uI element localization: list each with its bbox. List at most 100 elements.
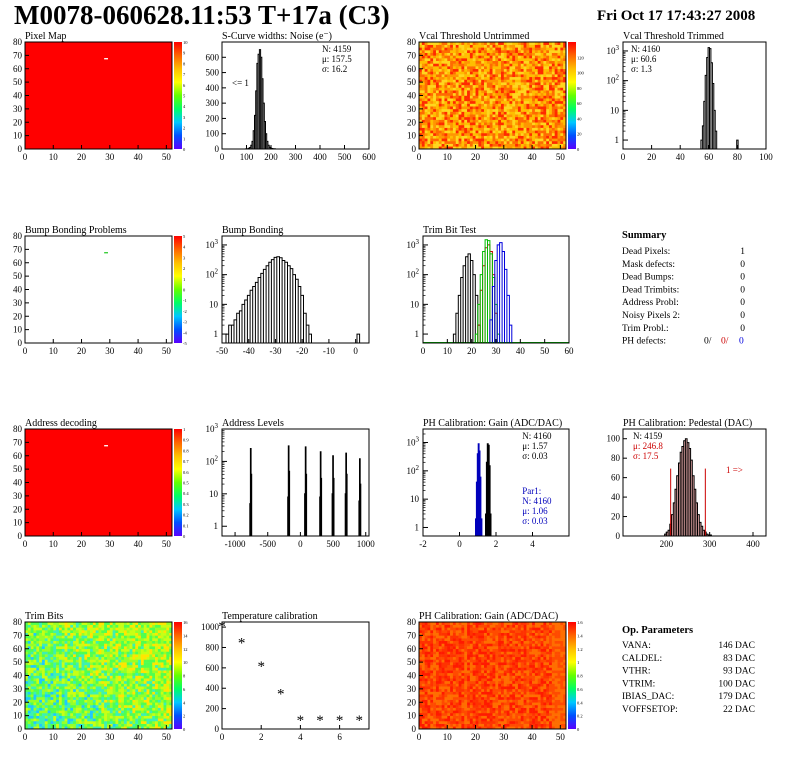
heatmap-cell xyxy=(438,111,442,115)
heatmap-cell xyxy=(56,640,60,644)
heatmap-cell xyxy=(447,71,451,75)
heatmap-cell xyxy=(81,664,85,668)
heatmap-cell xyxy=(98,664,102,668)
heatmap-cell xyxy=(427,702,431,706)
colorbar-tick-label: -2 xyxy=(183,309,187,314)
heatmap-cell xyxy=(557,44,561,48)
colorbar-tick-label: 12 xyxy=(183,647,188,652)
heatmap-cell xyxy=(506,140,510,144)
heatmap-cell xyxy=(70,662,74,666)
heatmap-cell xyxy=(486,79,490,83)
colorbar-tick-label: 0.9 xyxy=(183,438,189,443)
heatmap-cell xyxy=(166,694,170,698)
heatmap-cell xyxy=(39,667,43,671)
heatmap-cell xyxy=(146,640,150,644)
heatmap-cell xyxy=(529,146,533,150)
heatmap-cell xyxy=(563,60,567,64)
heatmap-cell xyxy=(421,58,425,62)
heatmap-cell xyxy=(486,98,490,102)
heatmap-cell xyxy=(506,108,510,112)
heatmap-cell xyxy=(478,55,482,59)
heatmap-cell xyxy=(70,696,74,700)
heatmap-cell xyxy=(47,656,51,660)
heatmap-cell xyxy=(106,686,111,690)
heatmap-cell xyxy=(121,656,125,660)
heatmap-cell xyxy=(523,135,527,139)
heatmap-cell xyxy=(41,635,46,639)
heatmap-cell xyxy=(498,60,502,64)
heatmap-cell xyxy=(498,42,502,45)
heatmap-cell xyxy=(419,640,423,644)
heatmap-cell xyxy=(70,659,74,663)
heatmap-cell xyxy=(419,664,423,668)
heatmap-cell xyxy=(109,632,113,636)
plot-area xyxy=(700,47,739,149)
heatmap-cell xyxy=(475,143,479,147)
heatmap-cell xyxy=(138,670,142,674)
heatmap-cell xyxy=(106,630,111,633)
heatmap-cell xyxy=(512,60,516,64)
heatmap-cell xyxy=(469,127,474,131)
heatmap-cell xyxy=(36,624,40,628)
heatmap-cell xyxy=(419,627,423,631)
heatmap-cell xyxy=(441,135,445,139)
heatmap-cell xyxy=(123,718,128,722)
heatmap-cell xyxy=(478,116,482,120)
heatmap-cell xyxy=(563,114,567,118)
heatmap-cell xyxy=(489,106,493,110)
heatmap-cell xyxy=(452,87,457,91)
heatmap-cell xyxy=(98,640,102,644)
heatmap-cell xyxy=(112,707,116,711)
heatmap-cell xyxy=(41,648,46,652)
heatmap-cell xyxy=(512,55,516,59)
heatmap-cell xyxy=(503,92,507,96)
heatmap-cell xyxy=(520,122,524,126)
heatmap-cell xyxy=(546,47,550,51)
heatmap-cell xyxy=(520,103,524,107)
heatmap-cell xyxy=(489,55,493,59)
heatmap-cell xyxy=(472,119,476,123)
heatmap-cell xyxy=(523,82,527,86)
heatmap-cell xyxy=(90,683,94,687)
heatmap-cell xyxy=(427,87,431,91)
heatmap-cell xyxy=(106,651,111,655)
heatmap-cell xyxy=(444,42,448,45)
heatmap-cell xyxy=(421,74,425,78)
heatmap-cell xyxy=(61,632,65,636)
heatmap-cell xyxy=(433,66,437,70)
heatmap-cell xyxy=(126,664,130,668)
heatmap-cell xyxy=(563,74,567,78)
heatmap-cell xyxy=(166,707,170,711)
heatmap-cell xyxy=(419,130,423,134)
heatmap-cell xyxy=(81,680,85,684)
heatmap-cell xyxy=(478,42,482,45)
heatmap-cell xyxy=(33,664,37,668)
heatmap-cell xyxy=(421,90,425,94)
heatmap-cell xyxy=(98,638,102,642)
heatmap-cell xyxy=(452,122,457,126)
heatmap-cell xyxy=(118,624,122,628)
heatmap-cell xyxy=(101,702,105,706)
heatmap-cell xyxy=(143,707,147,711)
heatmap-cell xyxy=(132,678,136,682)
heatmap-cell xyxy=(424,68,428,72)
x-tick-label: 20 xyxy=(647,152,657,162)
heatmap-cell xyxy=(421,712,425,716)
heatmap-cell xyxy=(464,76,468,80)
heatmap-cell xyxy=(526,95,530,99)
heatmap-cell xyxy=(50,624,54,628)
heatmap-cell xyxy=(458,124,462,128)
heatmap-cell xyxy=(419,90,423,94)
heatmap-cell xyxy=(36,678,40,682)
heatmap-cell xyxy=(50,715,54,719)
heatmap-cell xyxy=(549,44,553,48)
heatmap-cell xyxy=(138,667,142,671)
heatmap-cell xyxy=(160,715,164,719)
heatmap-cell xyxy=(104,702,108,706)
heatmap-cell xyxy=(486,55,490,59)
heatmap-cell xyxy=(506,143,510,147)
heatmap-cell xyxy=(138,726,142,730)
heatmap-cell xyxy=(169,643,173,647)
heatmap-cell xyxy=(39,715,43,719)
heatmap-cell xyxy=(563,146,567,150)
